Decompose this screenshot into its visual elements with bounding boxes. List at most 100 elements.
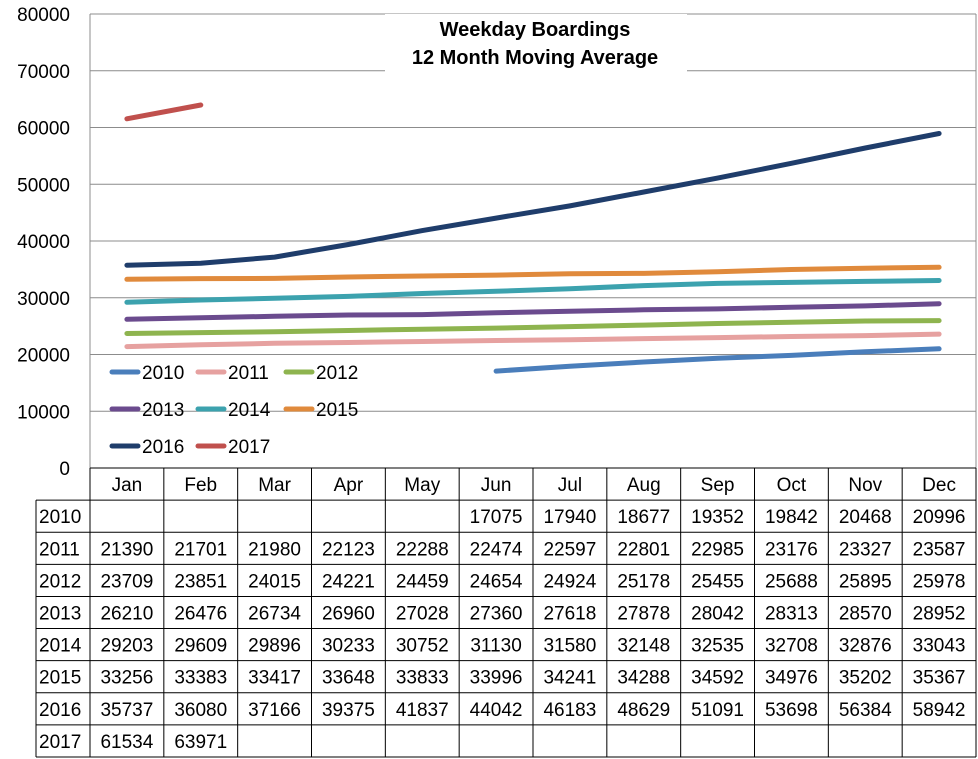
table-cell: 24924 xyxy=(543,571,596,592)
legend-entry-2011: 2011 xyxy=(195,363,269,384)
table-cell: 31130 xyxy=(470,636,521,657)
table-cell: 29896 xyxy=(248,636,301,657)
series-line-2011 xyxy=(124,331,942,350)
grid-lines xyxy=(89,13,977,468)
table-cell: 20468 xyxy=(839,507,892,528)
table-cell: 56384 xyxy=(839,700,892,721)
table-cell: 35367 xyxy=(913,668,966,689)
table-cell: 17940 xyxy=(543,507,596,528)
table-cell: 23709 xyxy=(100,571,153,592)
table-cell: 27878 xyxy=(617,604,670,625)
table-cell: 29609 xyxy=(174,636,227,657)
table-cell: 18677 xyxy=(617,507,670,528)
table-cell: 23176 xyxy=(765,539,818,560)
y-tick-label: 10000 xyxy=(17,402,70,423)
y-tick-label: 30000 xyxy=(17,289,70,310)
table-cell: 35202 xyxy=(839,668,892,689)
table-cell: 33648 xyxy=(322,668,375,689)
x-category-label: Feb xyxy=(184,475,217,496)
legend-entry-2017: 2017 xyxy=(195,437,270,458)
legend-label: 2011 xyxy=(228,363,269,384)
table-cell: 32708 xyxy=(765,636,818,657)
chart-title: Weekday Boardings 12 Month Moving Averag… xyxy=(385,14,687,74)
table-cell: 19842 xyxy=(765,507,818,528)
series-line-2010 xyxy=(493,346,942,374)
legend-entry-2013: 2013 xyxy=(109,400,184,421)
series-line-2016 xyxy=(124,131,942,268)
table-cell: 33256 xyxy=(100,668,153,689)
series-lines xyxy=(124,102,942,374)
table-cell: 27360 xyxy=(470,604,523,625)
x-category-label: Apr xyxy=(334,475,364,496)
table-cell: 33043 xyxy=(913,636,966,657)
table-cell: 25895 xyxy=(839,571,892,592)
table-cell: 24654 xyxy=(470,571,523,592)
x-category-label: Mar xyxy=(258,475,291,496)
y-tick-label: 60000 xyxy=(17,119,70,140)
table-cell: 33417 xyxy=(248,668,301,689)
x-category-label: Oct xyxy=(777,475,807,496)
table-cell: 25978 xyxy=(913,571,966,592)
legend-label: 2016 xyxy=(142,437,184,458)
table-cell: 35737 xyxy=(100,700,153,721)
table-row-label: 2017 xyxy=(39,732,81,753)
table-cell: 24015 xyxy=(248,571,301,592)
table-cell: 23327 xyxy=(839,539,892,560)
table-cell: 22123 xyxy=(322,539,375,560)
table-cell: 37166 xyxy=(248,700,301,721)
table-cell: 22597 xyxy=(543,539,596,560)
y-tick-label: 0 xyxy=(59,459,70,480)
x-category-label: May xyxy=(404,475,440,496)
table-cell: 21701 xyxy=(174,539,227,560)
table-cell: 30233 xyxy=(322,636,375,657)
x-category-label: Nov xyxy=(848,475,882,496)
table-cell: 61534 xyxy=(100,732,153,753)
table-cell: 48629 xyxy=(617,700,670,721)
x-category-label: Dec xyxy=(922,475,956,496)
table-row-label: 2010 xyxy=(39,507,81,528)
table-cell: 63971 xyxy=(174,732,227,753)
legend-label: 2012 xyxy=(316,363,358,384)
table-cell: 27028 xyxy=(396,604,449,625)
table-cell: 26960 xyxy=(322,604,375,625)
table-row-label: 2016 xyxy=(39,700,81,721)
legend-entry-2015: 2015 xyxy=(283,400,358,421)
table-cell: 23587 xyxy=(913,539,966,560)
table-cell: 26476 xyxy=(174,604,227,625)
x-category-label: Jan xyxy=(112,475,143,496)
table-cell: 26734 xyxy=(248,604,301,625)
table-cell: 51091 xyxy=(691,700,744,721)
table-cell: 32876 xyxy=(839,636,892,657)
data-table: Jan Feb Mar Apr May Jun Jul Aug Sep Oct Nov Dec 2010… xyxy=(35,467,977,758)
table-row-label: 2015 xyxy=(39,668,81,689)
x-category-label: Sep xyxy=(701,475,735,496)
legend-label: 2017 xyxy=(228,437,270,458)
series-line-2015 xyxy=(124,264,942,282)
legend-entry-2012: 2012 xyxy=(283,363,358,384)
legend-label: 2013 xyxy=(142,400,184,421)
table-cell: 36080 xyxy=(174,700,227,721)
table-cell: 22474 xyxy=(470,539,523,560)
y-axis-ticks: 0 10000 20000 30000 40000 50000 60000 70000 8000… xyxy=(17,5,70,480)
series-line-2017 xyxy=(124,102,204,122)
table-cell: 44042 xyxy=(470,700,523,721)
table-cell: 33383 xyxy=(174,668,227,689)
y-tick-label: 80000 xyxy=(17,5,70,26)
legend-entry-2010: 2010 xyxy=(109,363,184,384)
table-cell: 32535 xyxy=(691,636,744,657)
table-cell: 21390 xyxy=(100,539,153,560)
table-cell: 23851 xyxy=(174,571,227,592)
table-cell: 25178 xyxy=(617,571,670,592)
x-category-label: Jun xyxy=(481,475,512,496)
table-cell: 24221 xyxy=(322,571,375,592)
table-row-label: 2012 xyxy=(39,571,81,592)
table-cell: 25688 xyxy=(765,571,818,592)
table-cell: 46183 xyxy=(543,700,596,721)
y-tick-label: 40000 xyxy=(17,232,70,253)
series-line-2014 xyxy=(124,278,942,305)
y-tick-label: 70000 xyxy=(17,62,70,83)
table-row-label: 2013 xyxy=(39,604,81,625)
table-cell: 28952 xyxy=(913,604,966,625)
table-cell: 27618 xyxy=(543,604,596,625)
